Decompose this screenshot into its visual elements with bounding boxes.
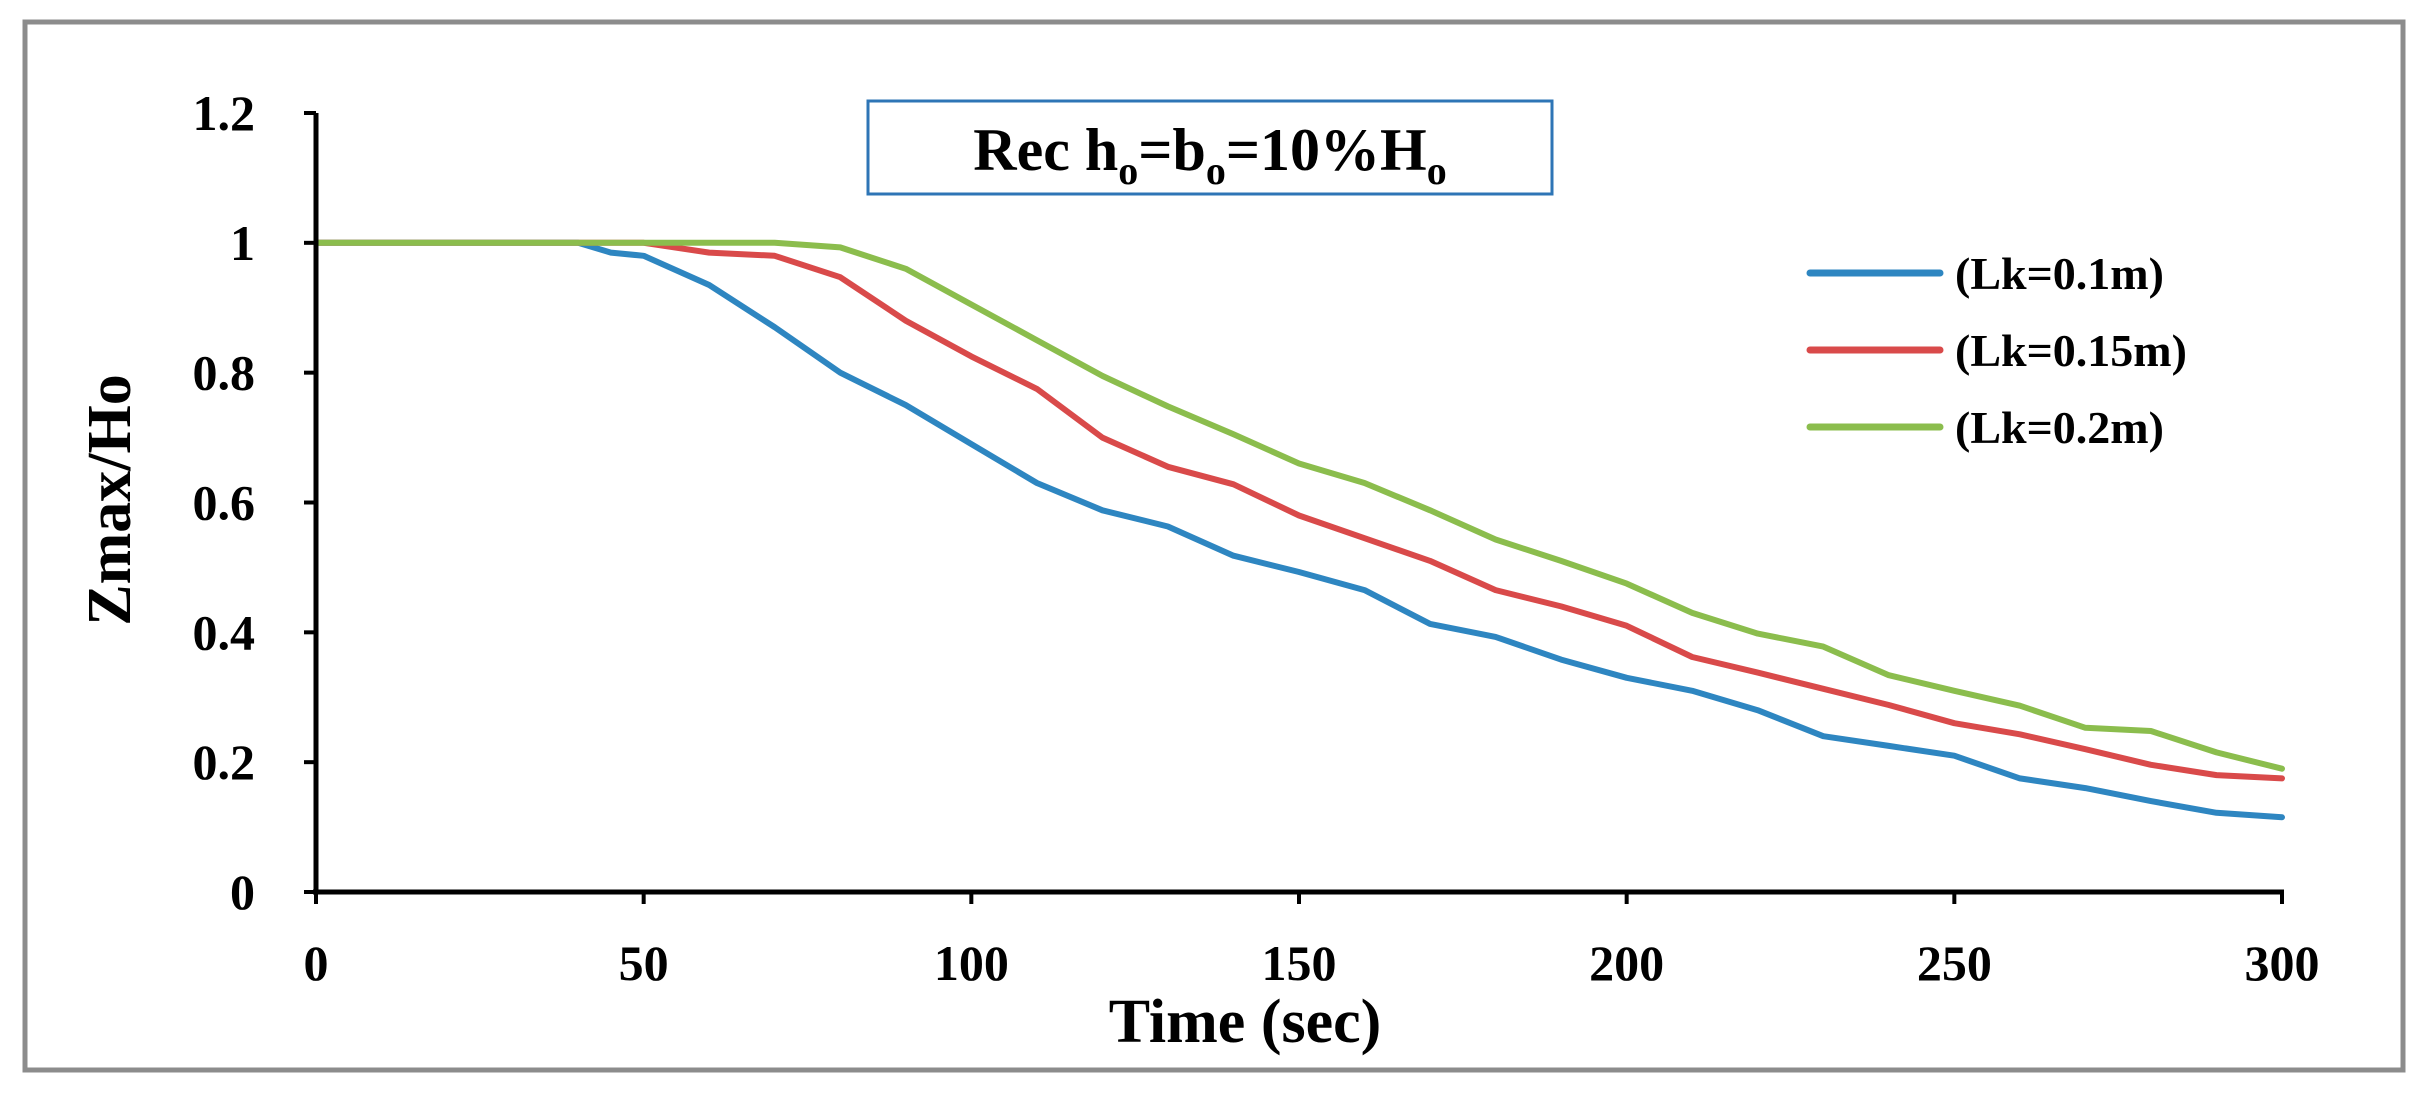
- legend-label-1: (Lk=0.1m): [1955, 248, 2164, 299]
- x-axis-title: Time (sec): [1109, 988, 1382, 1056]
- y-tick-label-2: 0.4: [193, 604, 256, 660]
- y-tick-label-5: 1: [230, 215, 255, 271]
- title-sub-2: o: [1206, 148, 1226, 193]
- x-tick-label-3: 150: [1262, 935, 1337, 991]
- x-tick-label-2: 100: [934, 935, 1009, 991]
- x-tick-label-6: 300: [2245, 935, 2320, 991]
- y-tick-label-0: 0: [230, 864, 255, 920]
- y-axis-title: Zmax/Ho: [76, 374, 144, 625]
- title-prefix: Rec h: [973, 117, 1118, 183]
- title-mid-2: =10%H: [1226, 117, 1427, 183]
- chart-title-box: Rec ho=bo=10%Ho: [866, 99, 1554, 196]
- x-tick-label-1: 50: [619, 935, 669, 991]
- title-sub-1: o: [1118, 148, 1138, 193]
- y-tick-label-3: 0.6: [193, 475, 256, 531]
- x-ticks: 0 50 100 150 200 250 300: [304, 892, 2320, 991]
- series-layer: [313, 239, 2285, 821]
- series-line-1: [313, 239, 2285, 821]
- title-mid-1: =b: [1138, 117, 1206, 183]
- x-tick-label-5: 250: [1917, 935, 1992, 991]
- x-tick-label-4: 200: [1589, 935, 1664, 991]
- legend-label-3: (Lk=0.2m): [1955, 402, 2164, 453]
- legend-label-2: (Lk=0.15m): [1955, 325, 2187, 376]
- x-tick-label-0: 0: [304, 935, 329, 991]
- legend: (Lk=0.1m) (Lk=0.15m) (Lk=0.2m): [1806, 248, 2187, 453]
- y-tick-label-6: 1.2: [193, 85, 256, 141]
- series-line-3: [313, 239, 2285, 772]
- y-tick-label-4: 0.8: [193, 345, 256, 401]
- chart-title: Rec ho=bo=10%Ho: [973, 117, 1446, 193]
- title-box-border: [866, 99, 1554, 196]
- y-ticks: 0 0.2 0.4 0.6 0.8 1 1.2: [193, 85, 316, 920]
- y-tick-label-1: 0.2: [193, 734, 256, 790]
- title-sub-3: o: [1427, 148, 1447, 193]
